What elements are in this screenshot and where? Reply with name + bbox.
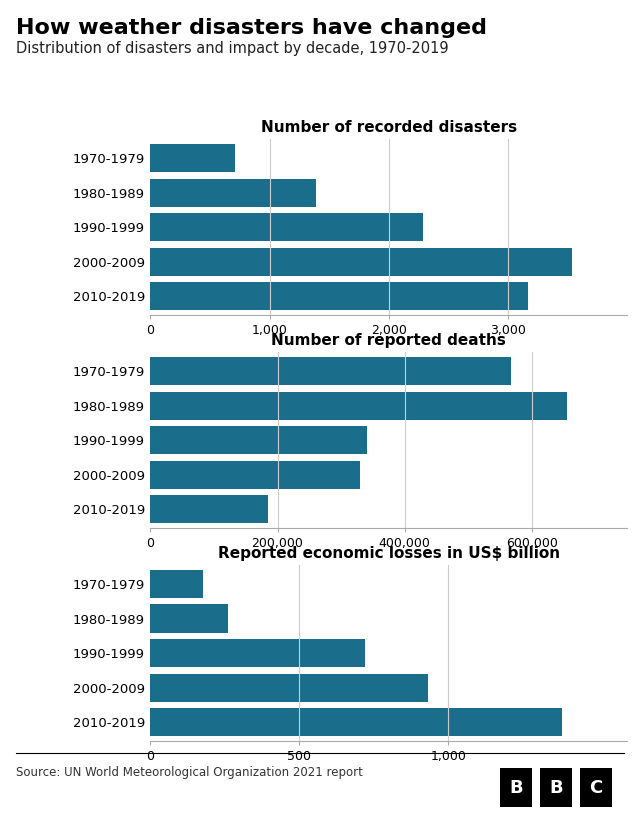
Title: Reported economic losses in US$ billion: Reported economic losses in US$ billion <box>218 546 560 561</box>
Bar <box>150 179 316 207</box>
Bar <box>150 391 567 420</box>
Bar <box>150 604 228 633</box>
Bar <box>150 495 268 523</box>
Bar <box>150 570 202 598</box>
Bar <box>150 460 360 489</box>
Bar <box>150 247 572 276</box>
Bar <box>150 144 235 172</box>
Title: Number of recorded disasters: Number of recorded disasters <box>260 120 517 135</box>
FancyBboxPatch shape <box>540 768 572 808</box>
Text: Distribution of disasters and impact by decade, 1970-2019: Distribution of disasters and impact by … <box>16 41 449 56</box>
Bar <box>150 213 422 242</box>
Bar <box>150 426 367 455</box>
Text: B: B <box>549 779 563 797</box>
Text: B: B <box>509 779 523 797</box>
FancyBboxPatch shape <box>500 768 532 808</box>
Text: Source: UN World Meteorological Organization 2021 report: Source: UN World Meteorological Organiza… <box>16 766 363 779</box>
Bar <box>150 673 428 702</box>
Bar <box>150 708 562 736</box>
Bar <box>150 357 511 385</box>
Bar <box>150 639 365 667</box>
Bar <box>150 283 527 310</box>
Text: How weather disasters have changed: How weather disasters have changed <box>16 18 487 38</box>
FancyBboxPatch shape <box>580 768 612 808</box>
Text: C: C <box>589 779 603 797</box>
Title: Number of reported deaths: Number of reported deaths <box>271 333 506 348</box>
